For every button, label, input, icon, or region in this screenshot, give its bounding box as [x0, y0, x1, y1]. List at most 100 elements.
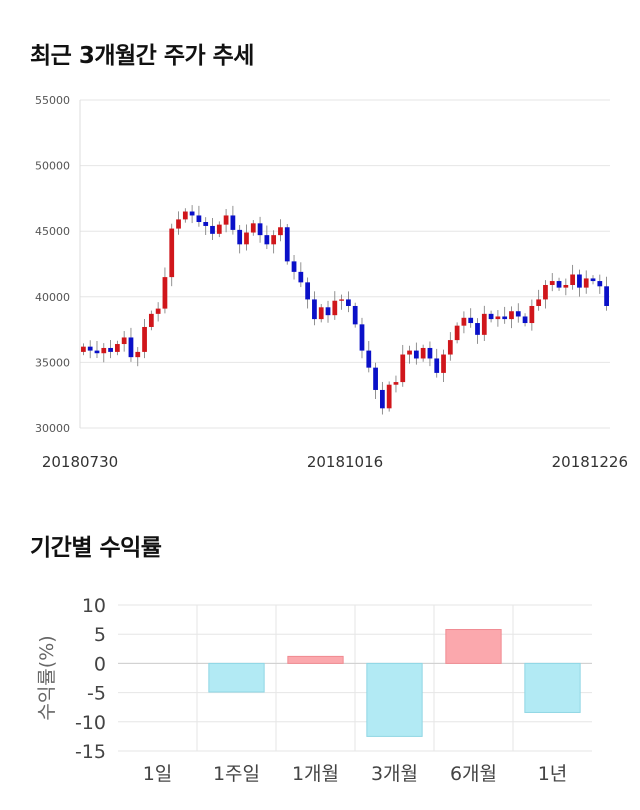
candle-body — [529, 305, 535, 324]
returns-title: 기간별 수익률 — [30, 535, 162, 561]
candle-body — [332, 300, 338, 316]
candle-body — [461, 317, 467, 326]
candle-body — [135, 351, 141, 358]
return-bar — [287, 655, 344, 664]
candle-body — [108, 347, 113, 352]
candle-body — [393, 382, 399, 385]
x-tick-label: 1일 — [143, 763, 173, 785]
candle-body — [373, 367, 378, 390]
candle-body — [325, 307, 331, 316]
candle-body — [597, 281, 603, 287]
candle-body — [81, 346, 86, 352]
candle-body — [400, 354, 406, 383]
candle-body — [536, 299, 542, 306]
y-tick-label: -5 — [87, 683, 106, 705]
candle-body — [162, 277, 168, 309]
return-bar — [445, 629, 502, 664]
candle-body — [264, 235, 270, 245]
candle-body — [182, 211, 188, 220]
candle-body — [366, 350, 372, 368]
x-tick-label: 1개월 — [292, 763, 339, 785]
x-tick-label: 20180730 — [42, 453, 118, 471]
y-tick-label: 45000 — [35, 225, 70, 238]
candle-body — [169, 228, 175, 278]
candle-body — [522, 316, 528, 324]
candle-body — [502, 316, 508, 320]
y-tick-label: 10 — [82, 595, 106, 617]
candle-body — [495, 316, 501, 320]
candle-body — [488, 313, 494, 320]
candle-body — [339, 299, 344, 301]
return-bar — [208, 662, 265, 693]
candle-body — [577, 274, 582, 288]
candle-body — [318, 307, 324, 320]
candle-body — [590, 278, 596, 282]
candle-body — [515, 311, 521, 317]
candle-body — [203, 222, 209, 226]
candle-body — [346, 299, 351, 306]
candle-body — [386, 384, 392, 409]
candle-body — [563, 284, 569, 288]
candle-body — [94, 350, 100, 354]
candle-body — [543, 284, 548, 300]
y-tick-label: 35000 — [35, 356, 70, 369]
candle-body — [189, 211, 195, 216]
candle-body — [434, 358, 440, 373]
candle-body — [271, 235, 277, 245]
candle-body — [312, 299, 317, 320]
candle-body — [155, 308, 161, 314]
y-axis-label: 수익률(%) — [36, 635, 58, 720]
y-tick-label: 55000 — [35, 94, 70, 107]
candle-body — [570, 274, 576, 285]
y-tick-label: 40000 — [35, 291, 70, 304]
candle-body — [379, 389, 385, 409]
candle-body — [441, 354, 446, 373]
candle-body — [176, 219, 181, 229]
x-tick-label: 1년 — [538, 763, 568, 785]
return-bar — [366, 662, 423, 737]
candle-body — [148, 313, 154, 327]
candle-body — [481, 313, 487, 335]
candle-body — [142, 326, 147, 352]
candle-body — [420, 347, 426, 359]
candle-body — [223, 215, 229, 225]
candle-body — [121, 337, 127, 345]
y-tick-label: 50000 — [35, 160, 70, 173]
x-tick-label: 20181016 — [307, 453, 383, 471]
candle-body — [87, 346, 93, 351]
x-tick-label: 6개월 — [450, 763, 497, 785]
candle-body — [359, 324, 365, 351]
candle-body — [237, 229, 243, 245]
candle-body — [583, 278, 589, 288]
candle-body — [556, 281, 562, 288]
candle-body — [114, 344, 120, 352]
candle-body — [509, 311, 514, 320]
candle-body — [216, 224, 222, 234]
candle-body — [604, 286, 609, 306]
candle-body — [447, 340, 453, 355]
candle-body — [549, 281, 555, 285]
return-bar — [524, 662, 581, 713]
candle-body — [257, 223, 263, 236]
y-tick-label: 0 — [94, 653, 106, 675]
y-tick-label: -15 — [75, 741, 106, 763]
candle-body — [305, 282, 311, 300]
candle-body — [196, 215, 202, 223]
candle-body — [230, 215, 236, 230]
y-tick-label: -10 — [75, 712, 106, 734]
candle-body — [128, 337, 134, 358]
x-tick-label: 20181226 — [552, 453, 628, 471]
candle-body — [298, 271, 304, 283]
y-tick-label: 5 — [94, 624, 106, 646]
candle-body — [413, 350, 419, 359]
x-tick-label: 1주일 — [213, 763, 260, 785]
price-trend-title: 최근 3개월간 주가 추세 — [30, 43, 254, 69]
candle-body — [210, 225, 215, 234]
candle-body — [407, 350, 412, 355]
candle-body — [284, 227, 290, 262]
candle-body — [475, 323, 480, 335]
candle-body — [101, 347, 107, 354]
y-tick-label: 30000 — [35, 422, 70, 435]
candle-body — [427, 347, 433, 359]
